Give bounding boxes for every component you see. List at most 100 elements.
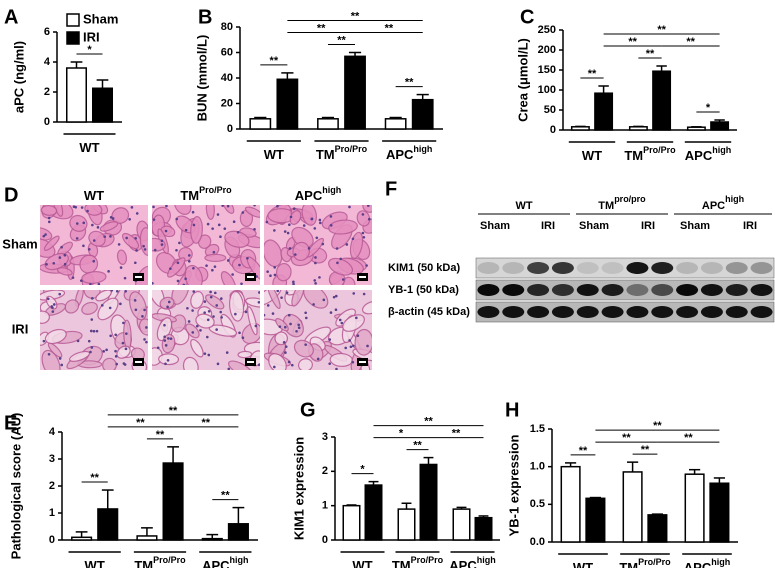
tubule	[79, 254, 99, 274]
nucleus	[96, 226, 100, 229]
nucleus	[310, 217, 314, 221]
scale-bar	[247, 361, 254, 363]
tubule	[167, 257, 186, 278]
column-label: APChigh	[295, 185, 341, 203]
x-tick-label-base: WT	[573, 560, 593, 568]
nucleus	[241, 336, 245, 339]
tubule	[297, 358, 313, 370]
tubule	[43, 235, 60, 251]
histology-image	[40, 205, 148, 285]
x-tick-label: TMPro/Pro	[316, 144, 368, 162]
row-label: Sham	[2, 236, 37, 251]
nucleus	[203, 300, 207, 303]
group-label-sup: high	[725, 194, 744, 204]
nucleus	[46, 297, 50, 301]
significance-label: **	[156, 429, 165, 441]
y-tick-label: 150	[538, 64, 556, 76]
nucleus	[58, 357, 62, 360]
nucleus	[284, 351, 287, 354]
nucleus	[244, 310, 248, 314]
significance-label: **	[169, 405, 178, 417]
y-tick-label: 0	[550, 124, 556, 136]
bar	[419, 463, 438, 541]
tubule	[185, 323, 200, 339]
bar	[162, 462, 184, 541]
band	[527, 306, 550, 318]
x-tick-label: TMPro/Pro	[392, 555, 444, 568]
nucleus	[182, 283, 186, 285]
nucleus	[336, 261, 339, 265]
y-tick-label: 60	[221, 46, 233, 58]
band	[601, 306, 624, 318]
x-tick-label: APChigh	[386, 144, 432, 162]
significance-label: **	[385, 22, 394, 34]
nucleus	[257, 300, 260, 304]
row-label: IRI	[12, 321, 29, 336]
significance-label: *	[399, 428, 404, 440]
x-tick-label-base: APC	[684, 560, 712, 568]
tubule	[275, 262, 292, 282]
nucleus	[335, 367, 338, 370]
nucleus	[215, 304, 219, 307]
tubule	[266, 290, 281, 309]
nucleus	[236, 230, 240, 234]
y-tick-label: 200	[538, 44, 556, 56]
significance-label: **	[351, 10, 360, 22]
nucleus	[135, 212, 139, 215]
nucleus	[313, 227, 317, 230]
band	[676, 262, 699, 274]
panel-letter: D	[4, 184, 18, 206]
nucleus	[209, 290, 212, 294]
nucleus	[60, 363, 64, 367]
tubule	[160, 225, 176, 238]
tubule	[328, 257, 354, 276]
x-tick-label-base: WT	[582, 148, 602, 163]
tubule	[354, 328, 372, 356]
band	[502, 306, 525, 318]
column-label-sup: high	[322, 185, 341, 195]
nucleus	[315, 236, 319, 240]
nucleus	[121, 341, 125, 345]
nucleus	[339, 257, 343, 261]
y-tick-label: 1.0	[530, 461, 545, 473]
nucleus	[232, 220, 236, 224]
significance-label: **	[653, 420, 662, 432]
bar	[97, 508, 119, 541]
nucleus	[246, 256, 249, 260]
nucleus	[361, 231, 365, 235]
nucleus	[304, 316, 308, 320]
tubule	[44, 328, 67, 345]
nucleus	[92, 329, 96, 333]
nucleus	[203, 352, 207, 355]
nucleus	[207, 353, 211, 357]
tubule	[195, 313, 215, 329]
nucleus	[219, 235, 222, 239]
nucleus	[52, 303, 56, 306]
nucleus	[110, 290, 114, 292]
bar	[384, 118, 407, 130]
x-tick-label-base: TM	[392, 558, 411, 568]
nucleus	[109, 216, 113, 219]
nucleus	[213, 291, 217, 295]
nucleus	[220, 297, 223, 300]
band	[651, 262, 674, 274]
bar	[686, 126, 706, 131]
tubule	[84, 205, 103, 216]
band	[651, 284, 674, 296]
nucleus	[63, 262, 67, 266]
panel-letter: H	[505, 399, 519, 421]
nucleus	[366, 205, 370, 207]
tubule	[268, 353, 287, 370]
y-tick-label: 3	[322, 431, 328, 443]
y-axis-label: BUN (mmol/L)	[194, 35, 209, 122]
bar	[136, 535, 158, 541]
nucleus	[160, 239, 164, 243]
nucleus	[115, 362, 118, 366]
y-tick-label: 2	[49, 480, 55, 492]
nucleus	[47, 216, 51, 220]
nucleus	[89, 282, 92, 285]
nucleus	[329, 311, 333, 314]
x-tick-label-sup: Pro/Pro	[153, 555, 186, 565]
nucleus	[100, 304, 104, 307]
band	[576, 306, 599, 318]
